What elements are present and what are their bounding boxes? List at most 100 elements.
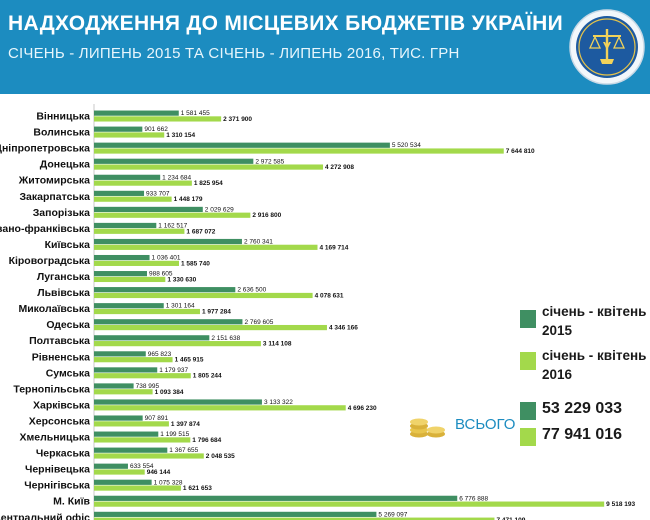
bar-2015	[94, 110, 179, 116]
legend-label-2016: січень - квітень 2016	[542, 348, 647, 382]
bar-2015	[94, 351, 146, 357]
value-label-2016: 1 397 874	[171, 421, 200, 428]
value-label-2015: 738 995	[136, 383, 160, 390]
category-label: Закарпатська	[19, 191, 90, 203]
bar-2015	[94, 126, 143, 132]
value-label-2016: 9 518 193	[606, 501, 635, 508]
bar-2015	[94, 383, 134, 389]
category-label: Полтавська	[29, 335, 90, 347]
category-label: Миколаївська	[18, 303, 90, 315]
value-label-2015: 901 662	[144, 126, 168, 133]
tax-service-emblem-icon	[569, 9, 645, 85]
value-label-2016: 1 585 740	[181, 260, 210, 267]
value-label-2016: 7 644 810	[506, 148, 535, 155]
category-label: Івано-франківська	[0, 223, 90, 235]
category-label: М. Київ	[53, 496, 90, 508]
bar-2015	[94, 463, 128, 469]
value-label-2015: 6 776 888	[459, 495, 488, 502]
value-label-2015: 5 269 097	[378, 511, 407, 518]
value-label-2015: 1 162 517	[158, 222, 187, 229]
bar-2016	[94, 308, 200, 315]
bar-2016	[94, 485, 181, 491]
bar-2016	[94, 260, 179, 266]
bar-2015	[94, 447, 168, 453]
bar-2015	[94, 142, 390, 148]
category-label: Волинська	[33, 127, 90, 139]
bar-2016	[94, 421, 169, 427]
value-label-2015: 1 075 328	[154, 479, 183, 486]
bar-2015	[94, 206, 203, 213]
bar-2016	[94, 132, 165, 138]
bar-2015	[94, 319, 243, 325]
page-title: НАДХОДЖЕННЯ ДО МІСЦЕВИХ БЮДЖЕТІВ УКРАЇНИ	[8, 12, 563, 35]
header-banner: НАДХОДЖЕННЯ ДО МІСЦЕВИХ БЮДЖЕТІВ УКРАЇНИ…	[0, 0, 650, 94]
value-label-2016: 4 272 908	[325, 164, 354, 171]
bar-2016	[94, 164, 324, 170]
value-label-2016: 4 696 230	[348, 405, 377, 412]
value-label-2015: 2 972 585	[255, 158, 284, 165]
value-label-2015: 1 199 515	[160, 431, 189, 438]
category-label: Вінницька	[36, 111, 90, 123]
category-label: Рівненська	[32, 351, 90, 363]
bar-2016	[94, 389, 153, 395]
bar-2016	[94, 357, 173, 363]
value-label-2016: 1 330 630	[167, 276, 196, 283]
value-label-2016: 1 465 915	[175, 357, 204, 364]
category-label: Кіровоградська	[9, 255, 91, 267]
legend-swatch-2015	[520, 310, 536, 328]
value-label-2015: 2 636 500	[237, 287, 266, 294]
bar-2016	[94, 196, 172, 202]
category-label: Дніпропетровська	[0, 143, 90, 155]
bar-2016	[94, 453, 204, 459]
category-label: Львівська	[37, 287, 90, 299]
value-label-2015: 1 367 655	[169, 447, 198, 454]
value-label-2016: 2 371 900	[223, 116, 252, 123]
value-label-2016: 1 310 154	[166, 132, 195, 139]
category-label: Запорізька	[33, 207, 90, 219]
value-label-2015: 1 581 455	[181, 110, 210, 117]
bar-2015	[94, 399, 262, 405]
value-label-2015: 1 301 164	[166, 303, 195, 310]
bar-2015	[94, 479, 152, 485]
value-label-2016: 1 093 384	[155, 389, 184, 396]
total-2015: 53 229 033	[542, 400, 623, 417]
category-label: Хмельницька	[19, 432, 90, 444]
value-label-2016: 1 805 244	[193, 373, 222, 380]
value-label-2016: 2 048 535	[206, 453, 235, 460]
value-label-2015: 1 234 684	[162, 174, 191, 181]
bar-2016	[94, 228, 185, 234]
bar-2016	[94, 292, 313, 299]
value-label-2016: 7 471 109	[496, 517, 525, 520]
total-label: ВСЬОГО	[455, 416, 516, 433]
category-label: Чернівецька	[25, 464, 90, 476]
category-label: Тернопільська	[13, 383, 90, 395]
category-label: Донецька	[40, 159, 90, 171]
value-label-2016: 1 825 954	[194, 180, 223, 187]
bar-2015	[94, 238, 242, 245]
value-label-2015: 2 760 341	[244, 239, 273, 246]
value-label-2016: 2 916 800	[252, 212, 281, 219]
coins-icon	[410, 418, 445, 438]
bar-2015	[94, 174, 161, 180]
bars-group: Вінницька 1 581 455 2 371 900 Волинська 901 …	[0, 104, 635, 520]
bar-2015	[94, 222, 157, 229]
bar-2016	[94, 276, 166, 283]
value-label-2015: 1 179 937	[159, 367, 188, 374]
bar-2016	[94, 405, 346, 411]
category-label: Житомирська	[18, 175, 90, 187]
bar-2016	[94, 148, 504, 154]
bar-2015	[94, 415, 143, 421]
value-label-2015: 633 554	[130, 463, 154, 470]
value-label-2015: 5 520 534	[392, 142, 421, 149]
bar-2015	[94, 431, 159, 437]
category-label: Харківська	[33, 399, 90, 411]
bar-2015	[94, 271, 147, 277]
category-label: Київська	[45, 239, 91, 251]
value-label-2016: 946 144	[147, 469, 171, 476]
bar-2016	[94, 116, 222, 122]
bar-2015	[94, 254, 150, 261]
value-label-2016: 4 169 714	[319, 244, 348, 251]
total-swatch-2016	[520, 428, 536, 446]
value-label-2016: 1 796 684	[192, 437, 221, 444]
